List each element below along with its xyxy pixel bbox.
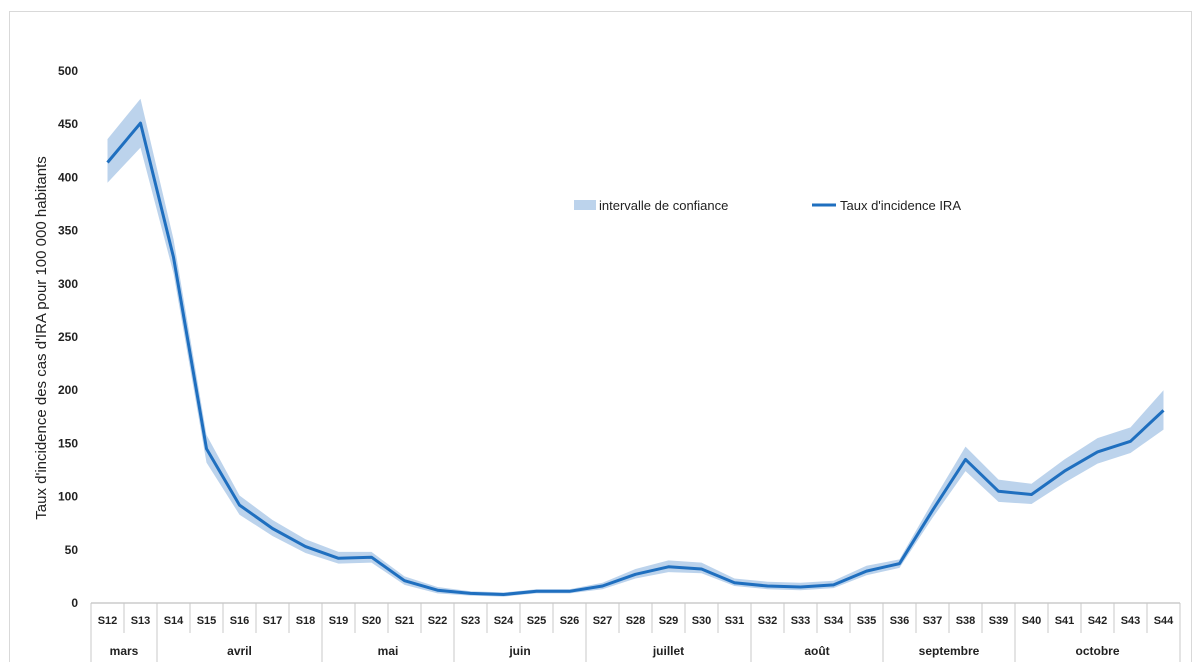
y-tick-label: 400 [58,170,78,184]
x-tick-label: S38 [956,615,976,627]
month-label: avril [227,644,252,658]
y-tick-label: 250 [58,330,78,344]
legend-swatch-band [574,200,596,210]
legend-label-band: intervalle de confiance [599,198,728,213]
y-axis-title: Taux d'incidence des cas d'IRA pour 100 … [33,156,50,519]
x-tick-label: S16 [230,615,250,627]
confidence-band [107,98,1164,597]
legend: intervalle de confiance Taux d'incidence… [574,198,961,213]
x-tick-label: S44 [1154,615,1174,627]
y-tick-label: 450 [58,117,78,131]
month-label: octobre [1075,644,1119,658]
x-tick-label: S27 [593,615,613,627]
y-tick-label: 350 [58,224,78,238]
month-label: août [804,644,829,658]
incidence-line [106,121,1165,596]
x-tick-label: S32 [758,615,778,627]
x-tick-label: S12 [98,615,118,627]
x-tick-label: S40 [1022,615,1042,627]
y-tick-label: 100 [58,490,78,504]
x-tick-label: S19 [329,615,349,627]
x-tick-label: S23 [461,615,481,627]
x-tick-label: S29 [659,615,679,627]
x-tick-label: S13 [131,615,151,627]
x-tick-label: S28 [626,615,646,627]
y-tick-label: 150 [58,436,78,450]
y-tick-label: 500 [58,64,78,78]
x-tick-label: S37 [923,615,943,627]
x-tick-label: S22 [428,615,448,627]
y-tick-label: 0 [71,596,78,610]
month-label: mai [378,644,399,658]
month-label: septembre [919,644,980,658]
chart-border [9,11,1192,662]
x-tick-label: S25 [527,615,547,627]
x-tick-label: S18 [296,615,316,627]
x-tick-label: S24 [494,615,514,627]
line-chart: 0 50 100 150 200 250 300 350 400 450 500 S12 S13 S14 S… [58,64,1181,662]
x-tick-label: S31 [725,615,745,627]
x-tick-label: S42 [1088,615,1108,627]
x-tick-label: S17 [263,615,283,627]
month-label: mars [110,644,139,658]
x-tick-label: S36 [890,615,910,627]
x-tick-label: S39 [989,615,1009,627]
x-tick-label: S21 [395,615,415,627]
x-tick-label: S34 [824,615,844,627]
x-tick-label: S43 [1121,615,1141,627]
x-tick-label: S35 [857,615,877,627]
y-tick-label: 50 [65,543,79,557]
month-label: juillet [652,644,684,658]
x-tick-label: S14 [164,615,184,627]
x-tick-label: S33 [791,615,811,627]
x-tick-label: S26 [560,615,580,627]
x-tick-label: S20 [362,615,382,627]
y-tick-label: 300 [58,277,78,291]
legend-label-line: Taux d'incidence IRA [840,198,961,213]
month-label: juin [508,644,530,658]
x-tick-label: S15 [197,615,217,627]
x-tick-label: S30 [692,615,712,627]
y-tick-label: 200 [58,383,78,397]
x-tick-label: S41 [1055,615,1075,627]
